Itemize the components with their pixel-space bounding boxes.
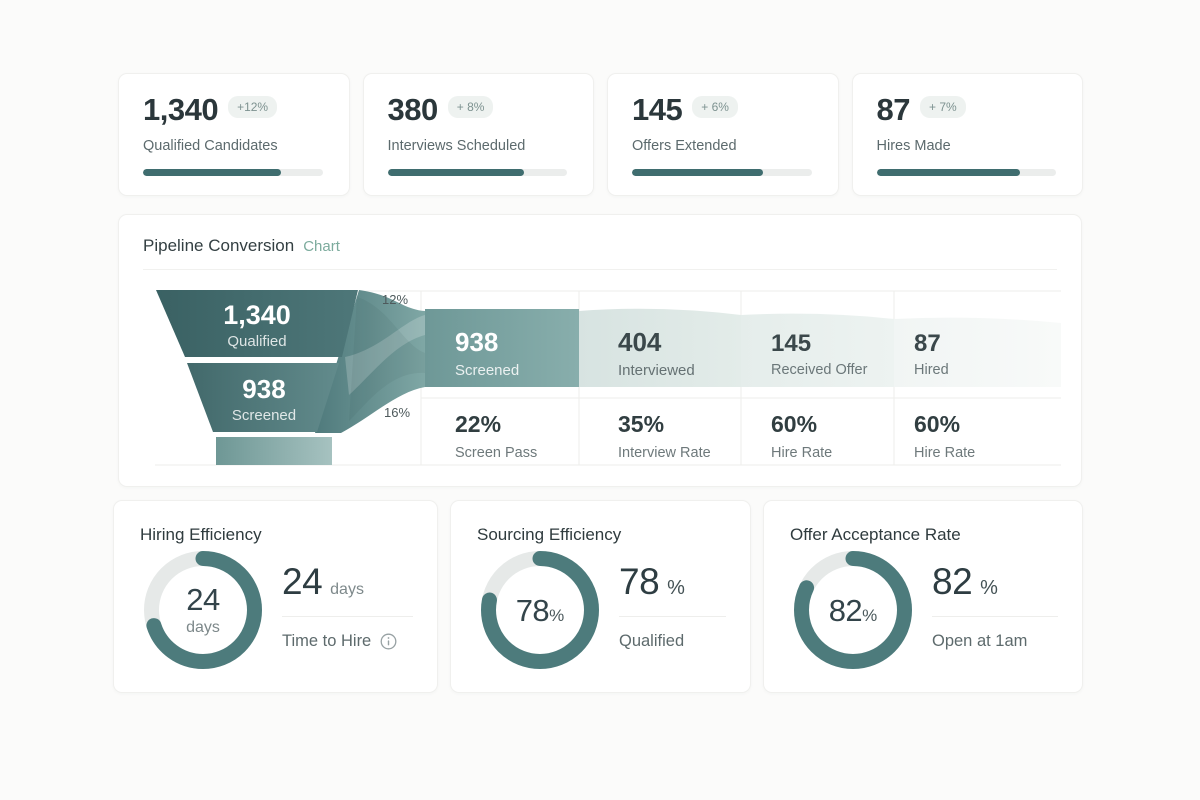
donut-value: 78 [515,592,550,628]
donut-ring [481,551,599,669]
kpi-card-interviews-scheduled: 380 + 8% Interviews Scheduled [362,73,594,196]
metric-title: Offer Acceptance Rate [790,525,961,544]
kpi-delta-badge: + 8% [447,96,494,118]
stage-block-hired [894,317,1061,387]
metric-big-unit: % [667,577,685,599]
metric-card-hiring-efficiency: Hiring Efficiency 24 days 24 days Time t… [113,500,438,693]
pipeline-header: Pipeline Conversion Chart [119,215,1081,256]
stat-hire-rate-1-label: Hire Rate [771,445,832,461]
kpi-delta-badge: +12% [228,96,278,118]
kpi-label: Qualified Candidates [143,137,278,154]
metric-big-unit: days [330,581,364,598]
funnel-stage1-label: Qualified [227,333,286,350]
metric-label: Open at 1am [932,632,1028,650]
stage-block-screened [425,309,579,387]
kpi-value: 87 [876,92,911,127]
donut-value: 24 [186,582,220,617]
info-icon[interactable] [380,633,397,650]
metric-big-unit: % [980,577,998,599]
stat-hire-rate-2-value: 60% [914,411,960,437]
kpi-value: 145 [632,92,683,127]
pipeline-funnel-chart: 1,340 Qualified 938 Screened 12% 16% 938… [155,290,1061,466]
stage-value-screened: 938 [455,327,498,357]
kpi-row: 1,340 +12% Qualified Candidates 380 + 8%… [118,73,1083,196]
funnel-connector-highlight [345,315,425,395]
kpi-label: Interviews Scheduled [387,137,526,154]
kpi-progress-fill [632,168,764,176]
divider [619,616,726,617]
donut-chart-offer-acceptance: 82 % [794,551,912,669]
stat-hire-rate-2-label: Hire Rate [914,445,975,461]
stat-interview-rate-value: 35% [618,411,664,437]
divider [282,616,413,617]
drop-label-2: 16% [384,405,410,420]
kpi-delta-badge: + 7% [919,96,966,118]
stat-hire-rate-1-value: 60% [771,411,817,437]
funnel-stage2-value: 938 [242,374,285,404]
kpi-value: 1,340 [143,92,219,127]
donut-unit: % [862,605,878,625]
stage-label-screened: Screened [455,362,519,379]
stage-label-received-offer: Received Offer [771,362,868,378]
stage-value-received-offer: 145 [771,330,811,357]
donut-arc [794,551,912,669]
drop-label-1: 12% [382,292,408,307]
funnel-segment-qualified [156,290,358,357]
stat-screen-pass-value: 22% [455,411,501,437]
stat-interview-rate-label: Interview Rate [618,445,711,461]
donut-arc [481,551,599,669]
kpi-progress-track [632,168,812,176]
donut-chart-sourcing: 78 % [481,551,599,669]
stage-label-hired: Hired [914,362,949,378]
funnel-stage2-label: Screened [232,407,296,424]
kpi-progress-track [387,168,567,176]
pipeline-subtitle: Chart [303,238,340,255]
metric-big-value: 24 [282,561,323,602]
kpi-progress-track [143,168,323,176]
donut-chart-time-to-hire: 24 days [144,551,262,669]
metric-label: Time to Hire [282,632,372,650]
stage-label-interviewed: Interviewed [618,362,695,379]
kpi-progress-track [876,168,1056,176]
stage-block-received-offer [741,313,894,387]
stage-value-interviewed: 404 [618,327,662,357]
donut-ring [794,551,912,669]
stage-block-interviewed [579,308,741,387]
kpi-card-hires-made: 87 + 7% Hires Made [851,73,1083,196]
donut-value: 82 [828,592,863,628]
metric-label: Qualified [619,632,685,650]
funnel-connector [315,290,425,433]
stage-value-hired: 87 [914,330,941,357]
donut-unit: days [186,619,220,636]
stat-screen-pass-label: Screen Pass [455,445,537,461]
donut-unit: % [549,605,565,625]
donut-arc [144,551,262,669]
metric-row: Hiring Efficiency 24 days 24 days Time t… [113,500,1083,693]
funnel-stage1-value: 1,340 [223,300,291,330]
pipeline-conversion-card: Pipeline Conversion Chart [118,214,1082,487]
kpi-progress-fill [387,168,524,176]
funnel-connector-shadow [349,297,425,421]
metric-card-sourcing-efficiency: Sourcing Efficiency 78 % 78 % Qualified [450,500,751,693]
kpi-label: Hires Made [876,137,951,154]
metric-big-value: 82 [932,561,973,602]
metric-title: Sourcing Efficiency [477,525,622,544]
kpi-progress-fill [143,168,282,176]
funnel-segment-screened [187,363,339,432]
kpi-label: Offers Extended [632,137,737,154]
pipeline-title: Pipeline Conversion [143,236,295,255]
metric-title: Hiring Efficiency [140,525,262,544]
kpi-progress-fill [876,168,1021,176]
funnel-stub [216,437,332,465]
donut-ring [144,551,262,669]
divider [143,269,1057,270]
kpi-card-qualified-candidates: 1,340 +12% Qualified Candidates [118,73,350,196]
metric-card-offer-acceptance: Offer Acceptance Rate 82 % 82 % Open at … [763,500,1083,693]
kpi-card-offers-extended: 145 + 6% Offers Extended [607,73,839,196]
metric-big-value: 78 [619,561,660,602]
kpi-delta-badge: + 6% [692,96,738,118]
kpi-value: 380 [387,92,439,127]
divider [932,616,1058,617]
